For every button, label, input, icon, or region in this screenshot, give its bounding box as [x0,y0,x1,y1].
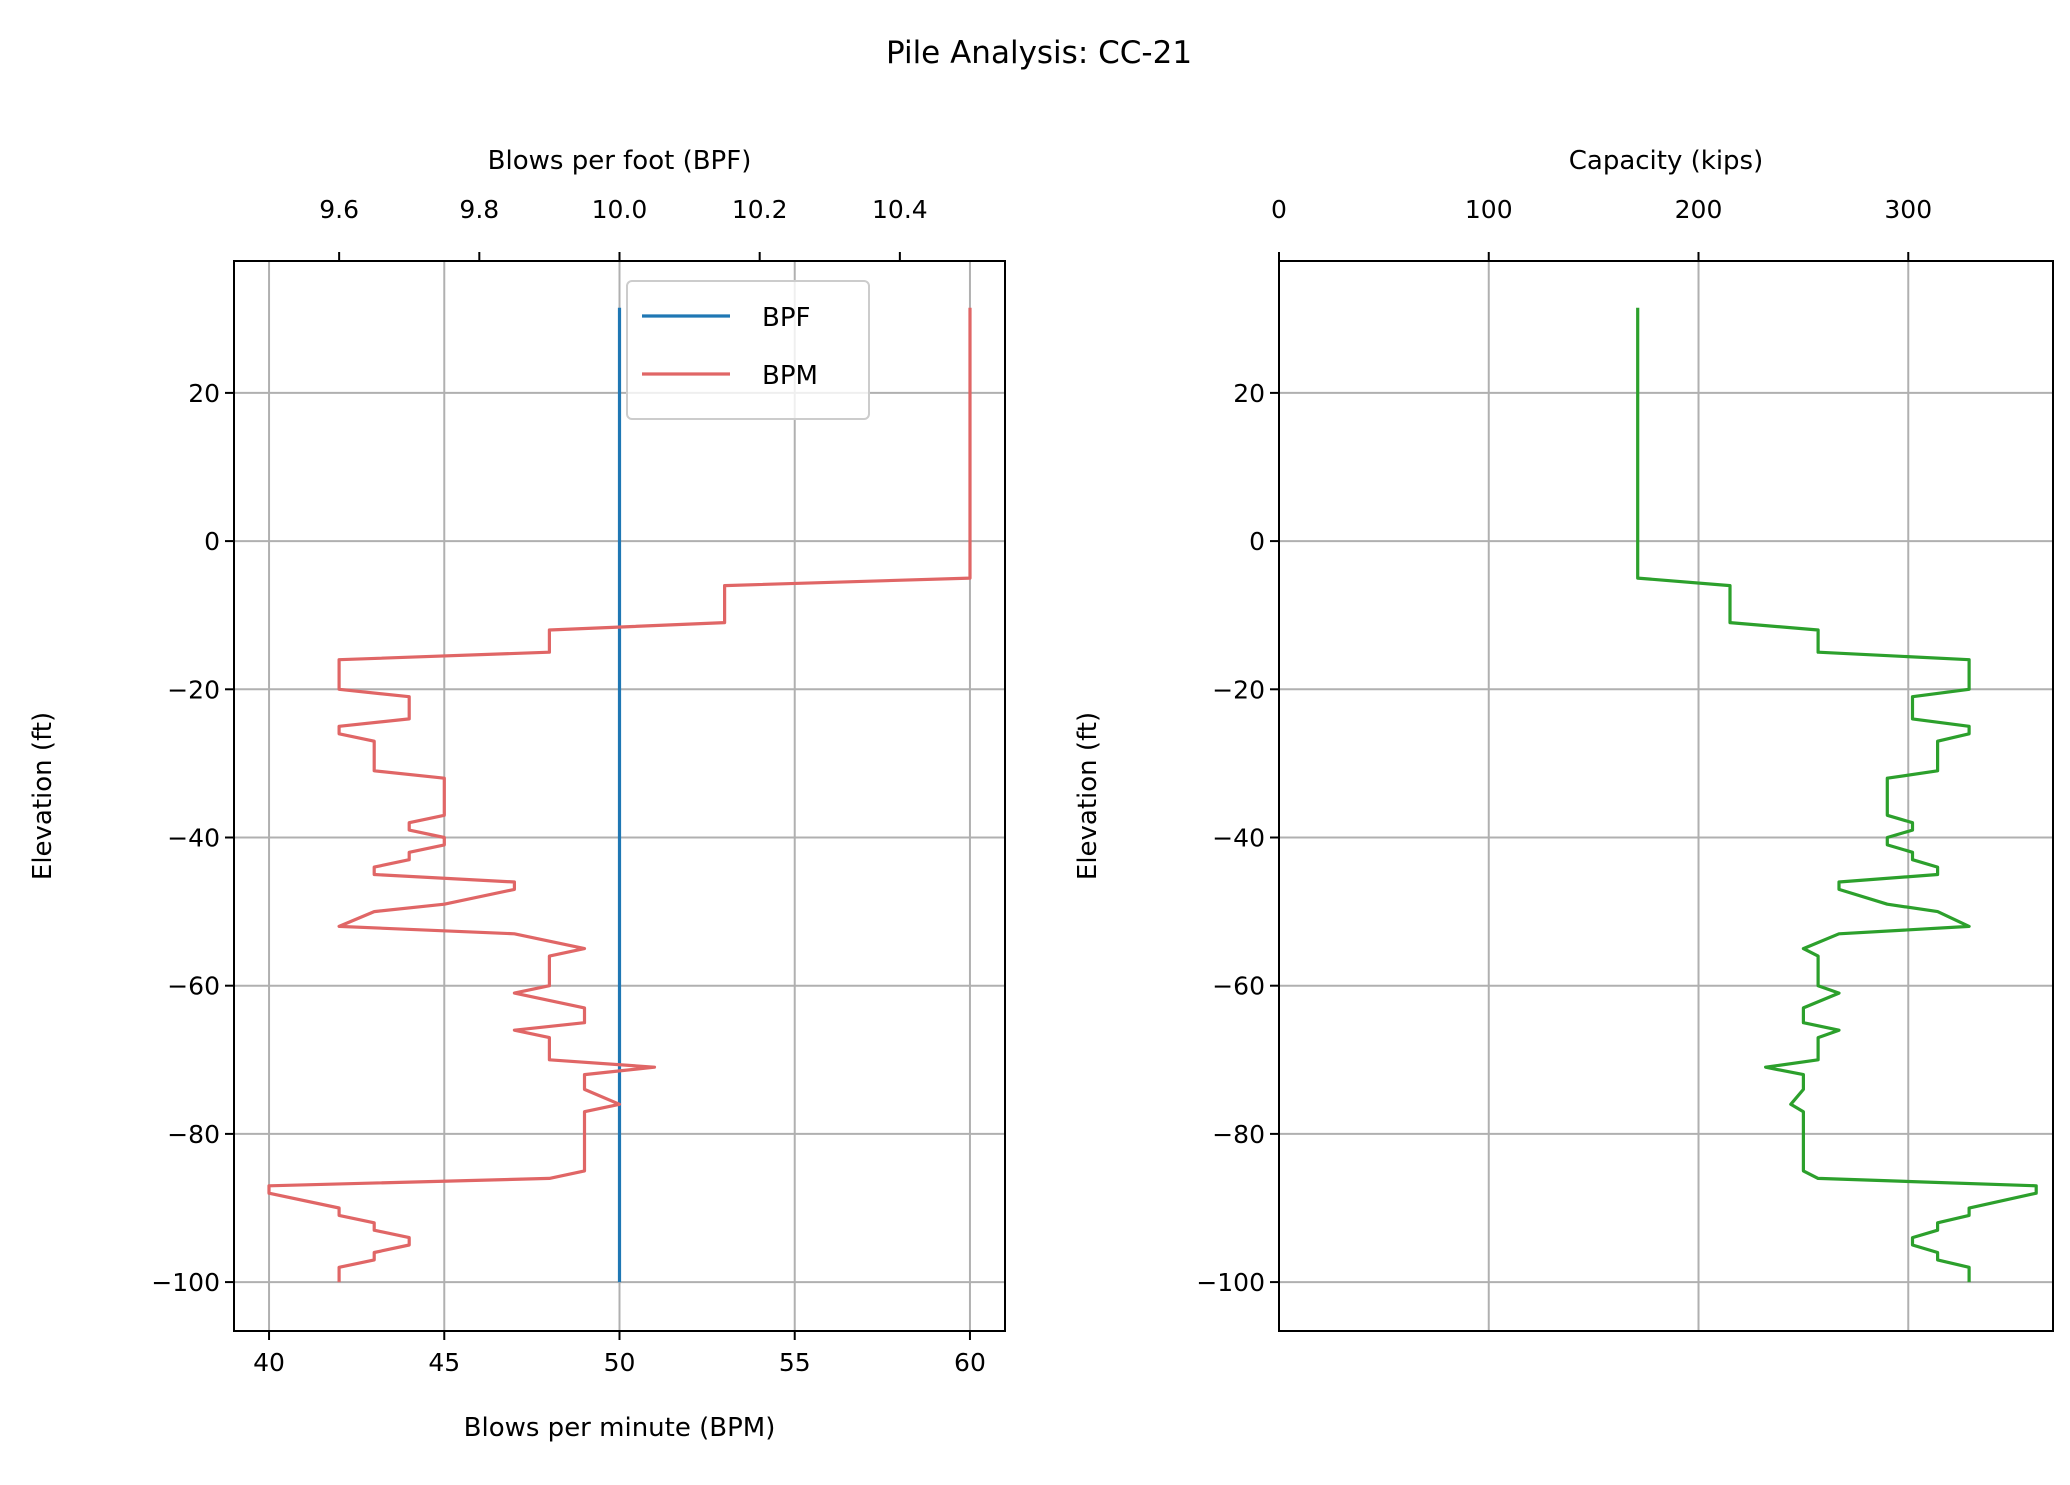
y-axis-label: Elevation (ft) [1073,712,1103,880]
top-x-tick-label: 9.6 [319,195,359,224]
y-tick-label: −40 [167,823,220,852]
y-tick-label: −20 [167,675,220,704]
legend-box [626,280,870,420]
x-axis-label: Blows per minute (BPM) [464,1413,776,1443]
x-tick-label: 60 [954,1348,986,1377]
top-x-tick-label: 10.4 [872,195,928,224]
legend-label-bpf: BPF [762,303,810,333]
y-tick-label: −60 [1212,972,1265,1001]
top-x-axis-label: Blows per foot (BPF) [488,146,752,176]
x-tick-label: 40 [253,1348,285,1377]
series-line-bpm [267,307,972,1283]
bpm-bpf-axes: 20 0 −20 −40 −60 −80 −100 40 45 50 55 60 9.6 9.8 10.0 1… [28,146,1006,1443]
y-tick-label: 0 [1249,527,1265,556]
series-line-capacity [1636,307,2038,1283]
y-tick-label: 0 [204,527,220,556]
y-tick-label: −60 [167,972,220,1001]
legend: BPF BPM [626,280,870,420]
top-x-axis-label: Capacity (kips) [1569,146,1764,176]
x-tick-label: 55 [779,1348,811,1377]
top-x-tick-label: 300 [1884,195,1932,224]
x-tick-label: 45 [428,1348,460,1377]
y-tick-label: 20 [1233,379,1265,408]
top-x-tick-label: 100 [1465,195,1513,224]
top-x-tick-label: 200 [1675,195,1723,224]
legend-label-bpm: BPM [762,361,818,391]
axes-frame [233,260,1006,1332]
y-tick-label: −80 [1212,1120,1265,1149]
top-x-tick-label: 10.0 [592,195,648,224]
y-tick-label: −40 [1212,823,1265,852]
y-tick-label: −100 [151,1268,220,1297]
y-tick-label: −100 [1196,1268,1265,1297]
x-tick-label: 50 [604,1348,636,1377]
y-axis-label: Elevation (ft) [28,712,58,880]
figure-title: Pile Analysis: CC-21 [886,35,1192,71]
y-tick-label: −80 [167,1120,220,1149]
top-x-tick-label: 9.8 [459,195,499,224]
top-x-tick-label: 0 [1271,195,1287,224]
y-tick-label: −20 [1212,675,1265,704]
axes-frame [1278,260,2054,1332]
y-tick-label: 20 [188,379,220,408]
top-x-tick-label: 10.2 [732,195,788,224]
